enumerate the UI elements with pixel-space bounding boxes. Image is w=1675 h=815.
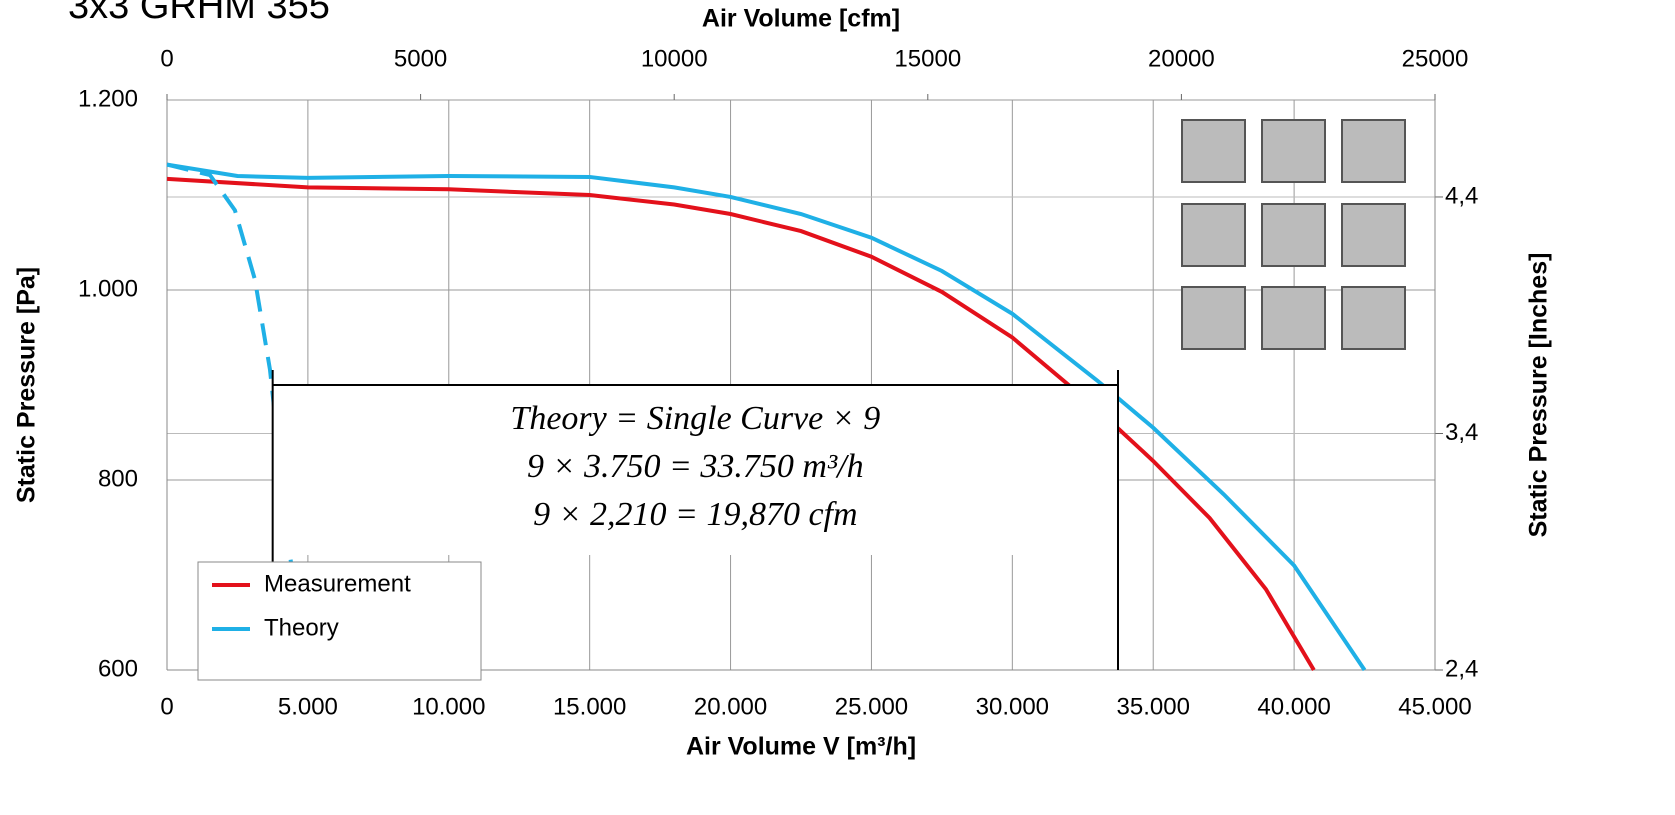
annotation: Theory = Single Curve × 9	[510, 400, 880, 437]
x2-axis-label: Air Volume [cfm]	[702, 5, 900, 33]
x2-tick-label: 15000	[894, 45, 961, 72]
fan-images	[1181, 119, 1406, 350]
x-tick-label: 30.000	[976, 693, 1049, 720]
legend-label: Theory	[264, 614, 339, 641]
y-axis-label: Static Pressure [Pa]	[13, 267, 41, 503]
x-axis-label: Air Volume V [m³/h]	[686, 733, 916, 761]
x-tick-label: 25.000	[835, 693, 908, 720]
annotation: 9 × 3.750 = 33.750 m³/h	[527, 448, 864, 485]
y-tick-label: 1.000	[78, 275, 138, 302]
legend-box	[197, 561, 482, 681]
y-tick-label: 800	[98, 465, 138, 492]
x-tick-label: 20.000	[694, 693, 767, 720]
x2-tick-label: 0	[160, 45, 173, 72]
x-tick-label: 35.000	[1117, 693, 1190, 720]
y2-tick-label: 4,4	[1445, 182, 1478, 209]
x-tick-label: 5.000	[278, 693, 338, 720]
annotation-box	[272, 385, 1119, 555]
y2-axis-label: Static Pressure [Inches]	[1525, 253, 1553, 538]
annotation: 9 × 2,210 = 19,870 cfm	[533, 496, 857, 533]
chart-title: 3x3 GRHM 355	[68, 0, 330, 27]
x2-tick-label: 25000	[1402, 45, 1469, 72]
y2-tick-label: 3,4	[1445, 419, 1478, 446]
x-tick-label: 45.000	[1398, 693, 1471, 720]
x2-tick-label: 10000	[641, 45, 708, 72]
series-line	[166, 176, 1316, 672]
legend-label: Measurement	[264, 570, 411, 597]
x-tick-label: 40.000	[1257, 693, 1330, 720]
x2-tick-label: 20000	[1148, 45, 1215, 72]
series-line	[166, 162, 308, 671]
y-tick-label: 600	[98, 655, 138, 682]
x2-tick-label: 5000	[394, 45, 447, 72]
series-line	[166, 162, 1367, 672]
x-tick-label: 15.000	[553, 693, 626, 720]
x-tick-label: 0	[160, 693, 173, 720]
y-tick-label: 1.200	[78, 85, 138, 112]
y2-tick-label: 2,4	[1445, 655, 1478, 682]
x-tick-label: 10.000	[412, 693, 485, 720]
